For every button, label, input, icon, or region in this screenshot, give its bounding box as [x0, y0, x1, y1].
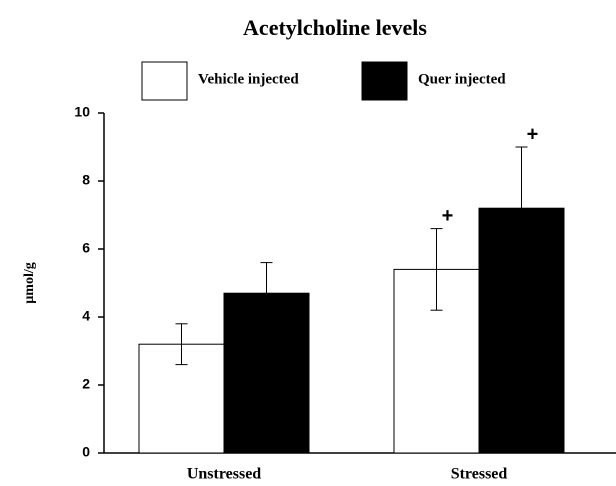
y-tick-label: 2	[82, 376, 90, 392]
x-tick-label: Unstressed	[187, 466, 261, 483]
y-tick-label: 0	[82, 444, 90, 460]
y-tick-label: 8	[82, 172, 90, 188]
annotation: +	[442, 205, 454, 227]
x-tick-label: Stressed	[451, 466, 508, 483]
y-tick-label: 6	[82, 240, 90, 256]
error-bar	[430, 228, 443, 311]
error-bar	[515, 146, 528, 270]
annotation: +	[527, 123, 539, 145]
error-bar	[175, 323, 188, 366]
legend-label: Quer injected	[418, 71, 506, 87]
legend-label: Vehicle injected	[198, 71, 299, 87]
legend-swatch	[141, 61, 188, 101]
y-tick-label: 4	[82, 308, 90, 324]
legend-swatch	[361, 61, 408, 101]
chart-title: Acetylcholine levels	[243, 15, 427, 40]
error-bar	[260, 262, 273, 325]
y-tick-label: 10	[74, 104, 90, 120]
y-axis-label: µmol/g	[22, 262, 37, 304]
